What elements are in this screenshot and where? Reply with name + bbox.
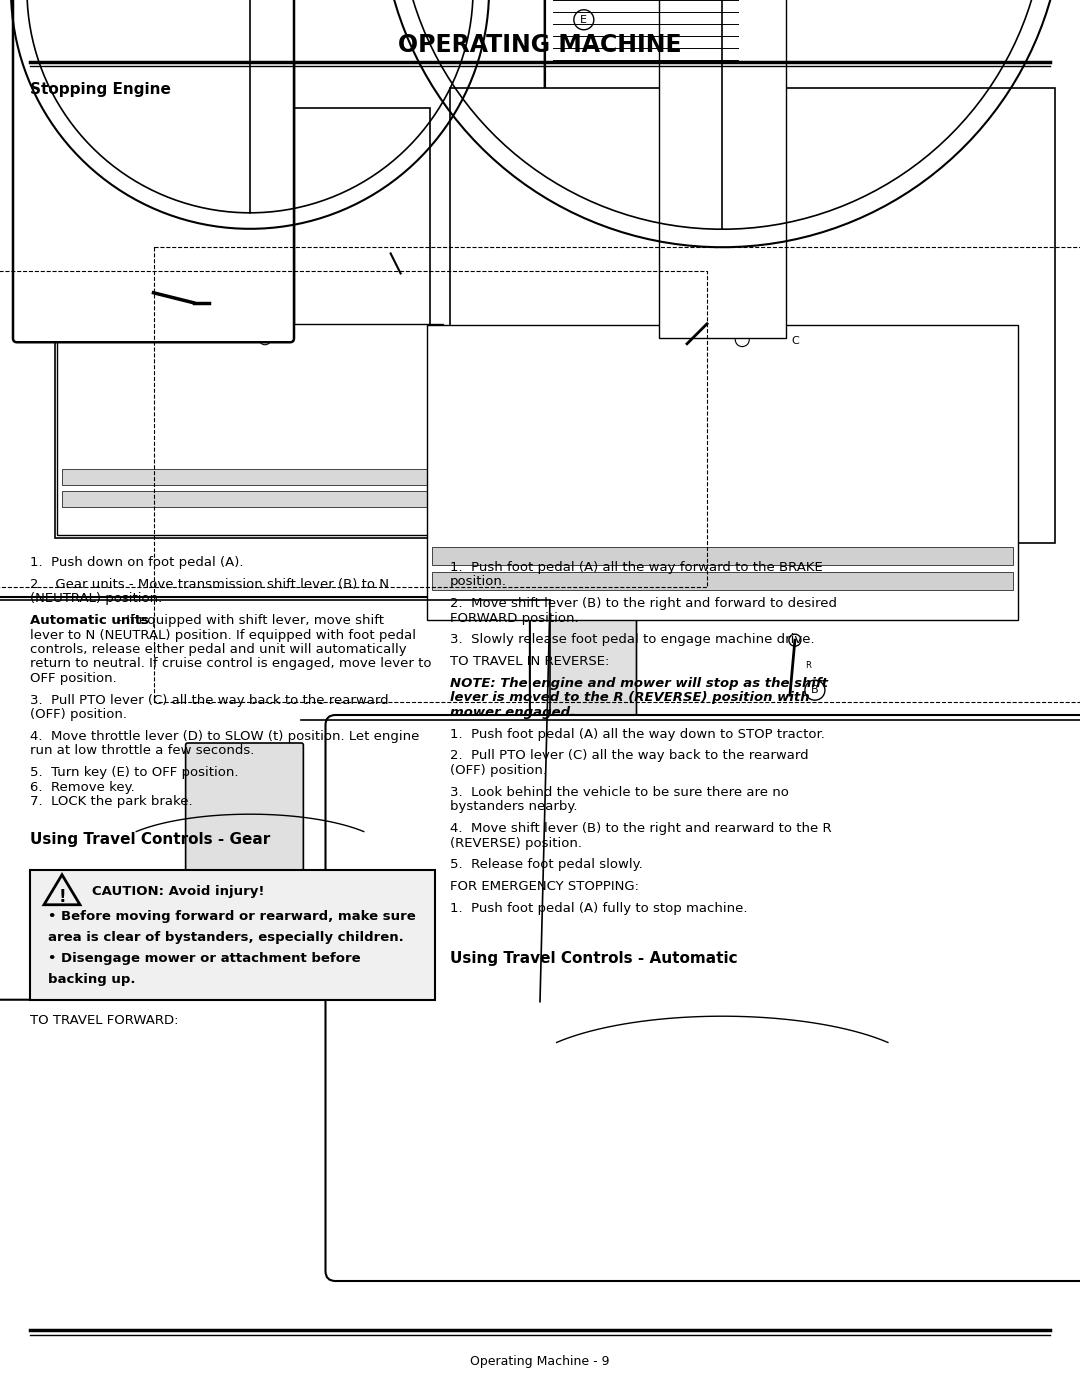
Text: C: C <box>791 337 799 346</box>
Bar <box>62 469 438 485</box>
Text: 6.  Remove key.: 6. Remove key. <box>30 781 135 793</box>
FancyBboxPatch shape <box>544 0 746 310</box>
Text: Using Travel Controls - Automatic: Using Travel Controls - Automatic <box>450 951 738 967</box>
Text: OPERATING MACHINE: OPERATING MACHINE <box>399 34 681 57</box>
Bar <box>432 573 1013 591</box>
Bar <box>55 108 430 538</box>
Text: 5.  Release foot pedal slowly.: 5. Release foot pedal slowly. <box>450 858 643 872</box>
FancyBboxPatch shape <box>550 617 636 763</box>
Text: controls, release either pedal and unit will automatically: controls, release either pedal and unit … <box>30 643 407 657</box>
Text: 2.   Gear units - Move transmission shift lever (B) to N: 2. Gear units - Move transmission shift … <box>30 578 389 591</box>
FancyBboxPatch shape <box>186 743 303 951</box>
Text: - If equipped with shift lever, move shift: - If equipped with shift lever, move shi… <box>112 615 383 627</box>
Text: run at low throttle a few seconds.: run at low throttle a few seconds. <box>30 745 255 757</box>
Text: 1.  Push foot pedal (A) all the way forward to the BRAKE: 1. Push foot pedal (A) all the way forwa… <box>450 562 823 574</box>
Circle shape <box>788 634 801 647</box>
Bar <box>30 870 435 1000</box>
Text: 2.  Move shift lever (B) to the right and forward to desired: 2. Move shift lever (B) to the right and… <box>450 598 837 610</box>
Text: Automatic units: Automatic units <box>30 615 149 627</box>
Text: 3.  Pull PTO lever (C) all the way back to the rearward: 3. Pull PTO lever (C) all the way back t… <box>30 694 389 707</box>
Bar <box>56 324 444 535</box>
Text: area is clear of bystanders, especially children.: area is clear of bystanders, especially … <box>48 930 404 944</box>
Text: • Before moving forward or rearward, make sure: • Before moving forward or rearward, mak… <box>48 909 416 923</box>
Text: (NEUTRAL) position.: (NEUTRAL) position. <box>30 592 162 605</box>
FancyBboxPatch shape <box>13 0 294 342</box>
Text: 3.  Slowly release foot pedal to engage machine drive.: 3. Slowly release foot pedal to engage m… <box>450 633 814 647</box>
Text: TO TRAVEL FORWARD:: TO TRAVEL FORWARD: <box>30 1014 178 1027</box>
Bar <box>432 548 1013 566</box>
Text: bystanders nearby.: bystanders nearby. <box>450 800 578 813</box>
Text: CAUTION: Avoid injury!: CAUTION: Avoid injury! <box>92 884 265 898</box>
Text: 7.  LOCK the park brake.: 7. LOCK the park brake. <box>30 795 192 809</box>
Text: E: E <box>580 15 588 25</box>
Text: 4.  Move throttle lever (D) to SLOW (t) position. Let engine: 4. Move throttle lever (D) to SLOW (t) p… <box>30 731 419 743</box>
Text: NOTE: The engine and mower will stop as the shift: NOTE: The engine and mower will stop as … <box>450 678 828 690</box>
Text: TO TRAVEL IN REVERSE:: TO TRAVEL IN REVERSE: <box>450 655 609 668</box>
Text: 1.  Push foot pedal (A) fully to stop machine.: 1. Push foot pedal (A) fully to stop mac… <box>450 901 747 915</box>
Text: R: R <box>805 661 811 669</box>
Text: • Disengage mower or attachment before: • Disengage mower or attachment before <box>48 951 361 965</box>
Text: lever is moved to the R (REVERSE) position with: lever is moved to the R (REVERSE) positi… <box>450 692 810 704</box>
Text: (OFF) position.: (OFF) position. <box>450 764 546 777</box>
Text: 1.  Push foot pedal (A) all the way down to STOP tractor.: 1. Push foot pedal (A) all the way down … <box>450 728 825 740</box>
Text: 1.  Push down on foot pedal (A).: 1. Push down on foot pedal (A). <box>30 556 243 569</box>
FancyBboxPatch shape <box>0 597 530 1000</box>
Text: backing up.: backing up. <box>48 972 135 986</box>
Text: return to neutral. If cruise control is engaged, move lever to: return to neutral. If cruise control is … <box>30 658 432 671</box>
Text: mower engaged.: mower engaged. <box>450 705 576 719</box>
Text: Stopping Engine: Stopping Engine <box>30 82 171 96</box>
Text: (REVERSE) position.: (REVERSE) position. <box>450 837 582 849</box>
Text: Operating Machine - 9: Operating Machine - 9 <box>470 1355 610 1368</box>
Text: B: B <box>811 685 819 696</box>
Bar <box>206 60 294 324</box>
Bar <box>427 324 1018 620</box>
FancyBboxPatch shape <box>325 715 1080 1281</box>
Bar <box>659 0 786 338</box>
Text: position.: position. <box>450 576 507 588</box>
Text: FORWARD position.: FORWARD position. <box>450 612 579 624</box>
Bar <box>450 88 1055 543</box>
Text: OFF position.: OFF position. <box>30 672 117 685</box>
Text: (OFF) position.: (OFF) position. <box>30 708 127 721</box>
Text: 4.  Move shift lever (B) to the right and rearward to the R: 4. Move shift lever (B) to the right and… <box>450 821 832 835</box>
Text: 3.  Look behind the vehicle to be sure there are no: 3. Look behind the vehicle to be sure th… <box>450 785 788 799</box>
Bar <box>62 490 438 507</box>
Text: !: ! <box>58 887 66 905</box>
Text: FOR EMERGENCY STOPPING:: FOR EMERGENCY STOPPING: <box>450 880 639 893</box>
Text: 5.  Turn key (E) to OFF position.: 5. Turn key (E) to OFF position. <box>30 766 239 780</box>
Text: 2.  Pull PTO lever (C) all the way back to the rearward: 2. Pull PTO lever (C) all the way back t… <box>450 750 809 763</box>
Text: lever to N (NEUTRAL) position. If equipped with foot pedal: lever to N (NEUTRAL) position. If equipp… <box>30 629 416 641</box>
Text: Using Travel Controls - Gear: Using Travel Controls - Gear <box>30 831 270 847</box>
